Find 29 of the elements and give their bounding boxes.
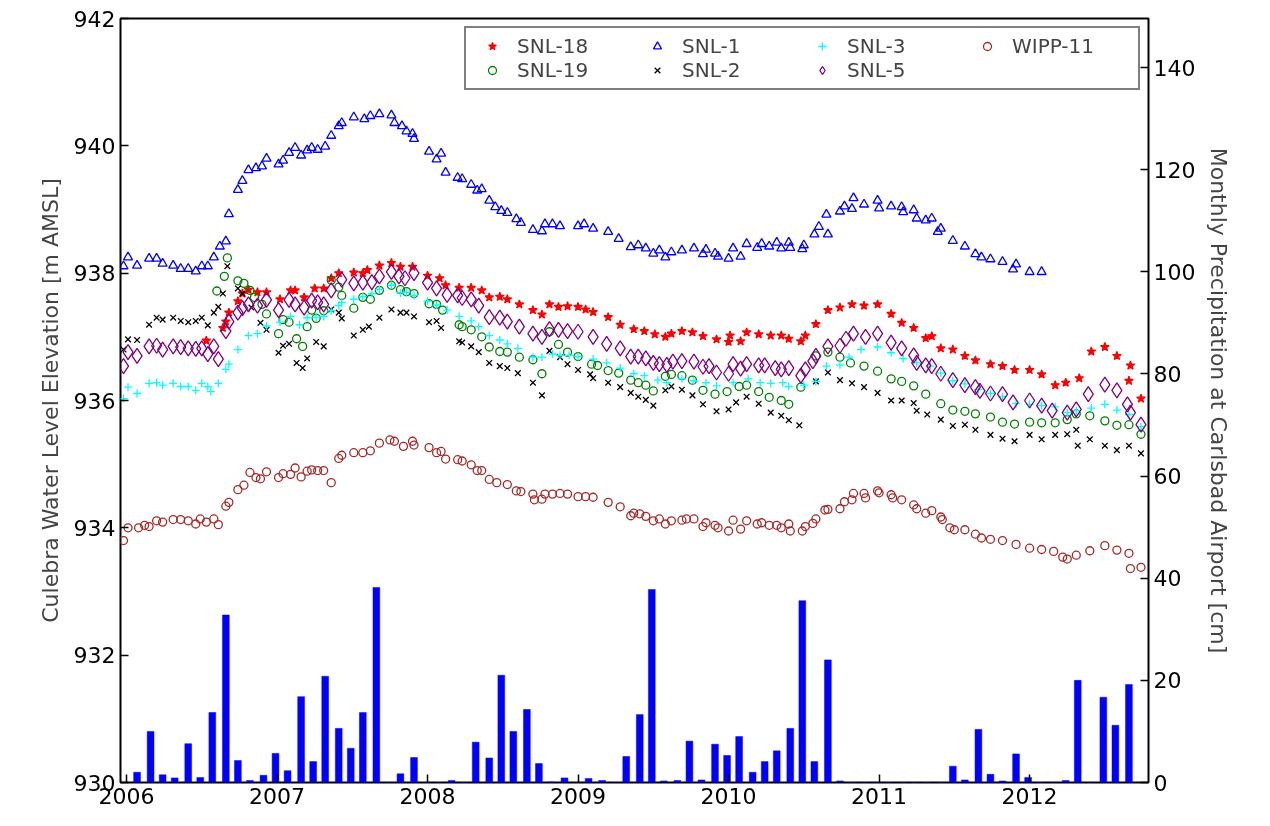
y2-tick-label: 60 (1153, 464, 1182, 490)
legend-label: SNL-3 (847, 34, 907, 58)
y-tick-label: 938 (73, 261, 116, 287)
y2-axis-title: Monthly Precipitation at Carlsbad Airport [cm] (1206, 147, 1232, 654)
y2-tick-label: 80 (1153, 361, 1182, 387)
y2-tick-label: 0 (1153, 770, 1168, 796)
x-tick-label: 2009 (550, 783, 607, 809)
y2-tick-label: 20 (1153, 668, 1182, 694)
y2-tick-label: 40 (1153, 566, 1182, 592)
legend-label: SNL-2 (682, 58, 742, 82)
legend-label: SNL-18 (517, 34, 590, 58)
y-tick-label: 934 (73, 515, 116, 541)
y-tick-label: 940 (73, 133, 116, 159)
y-tick-label: 932 (73, 643, 116, 669)
legend-label: WIPP-11 (1012, 34, 1096, 58)
x-tick-label: 2012 (1001, 783, 1058, 809)
y-tick-label: 942 (73, 6, 116, 32)
x-tick-label: 2010 (700, 783, 757, 809)
y-tick-label: 936 (73, 388, 116, 414)
y2-tick-label: 120 (1153, 157, 1196, 183)
x-tick-label: 2011 (851, 783, 908, 809)
y2-tick-label: 100 (1153, 259, 1196, 285)
x-tick-label: 2008 (399, 783, 456, 809)
y-axis-title: Culebra Water Level Elevation [m AMSL] (37, 178, 63, 623)
legend-label: SNL-19 (517, 58, 590, 82)
legend-label: SNL-5 (847, 58, 907, 82)
y2-tick-label: 140 (1153, 55, 1196, 81)
legend-label: SNL-1 (682, 34, 742, 58)
x-tick-label: 2007 (249, 783, 306, 809)
